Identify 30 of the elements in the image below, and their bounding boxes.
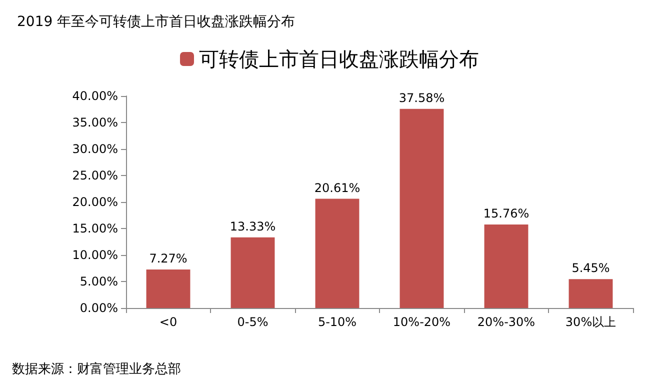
y-tick-label: 0.00% <box>80 301 118 315</box>
chart-title: 2019 年至今可转债上市首日收盘涨跌幅分布 <box>17 14 296 30</box>
data-label: 37.58% <box>398 90 445 105</box>
x-tick-label: <0 <box>159 315 178 329</box>
y-tick-label: 35.00% <box>72 116 118 130</box>
bar <box>146 269 190 308</box>
bar <box>484 224 528 308</box>
bar <box>315 198 360 308</box>
y-tick-label: 40.00% <box>72 89 118 103</box>
y-tick-label: 25.00% <box>72 168 118 182</box>
data-label: 15.76% <box>483 206 530 220</box>
bar <box>230 237 275 308</box>
x-tick-label: 10%-20% <box>392 315 451 329</box>
legend-label: 可转债上市首日收盘涨跌幅分布 <box>199 47 479 71</box>
y-tick-label: 30.00% <box>72 142 118 156</box>
source-note: 数据来源：财富管理业务总部 <box>12 361 181 377</box>
data-label: 13.33% <box>230 219 276 234</box>
y-tick-label: 10.00% <box>72 248 118 262</box>
x-tick-label: 0-5% <box>237 315 268 329</box>
x-tick-label: 30%以上 <box>565 315 616 329</box>
x-tick-label: 5-10% <box>318 315 357 329</box>
x-tick-label: 20%-30% <box>477 315 536 329</box>
bar <box>568 279 613 308</box>
y-tick-label: 15.00% <box>72 222 118 236</box>
y-tick-label: 5.00% <box>80 274 118 288</box>
data-label: 7.27% <box>149 251 188 266</box>
data-label: 5.45% <box>572 261 610 276</box>
bar <box>400 108 444 308</box>
y-tick-label: 20.00% <box>72 195 118 209</box>
data-label: 20.61% <box>314 180 360 195</box>
